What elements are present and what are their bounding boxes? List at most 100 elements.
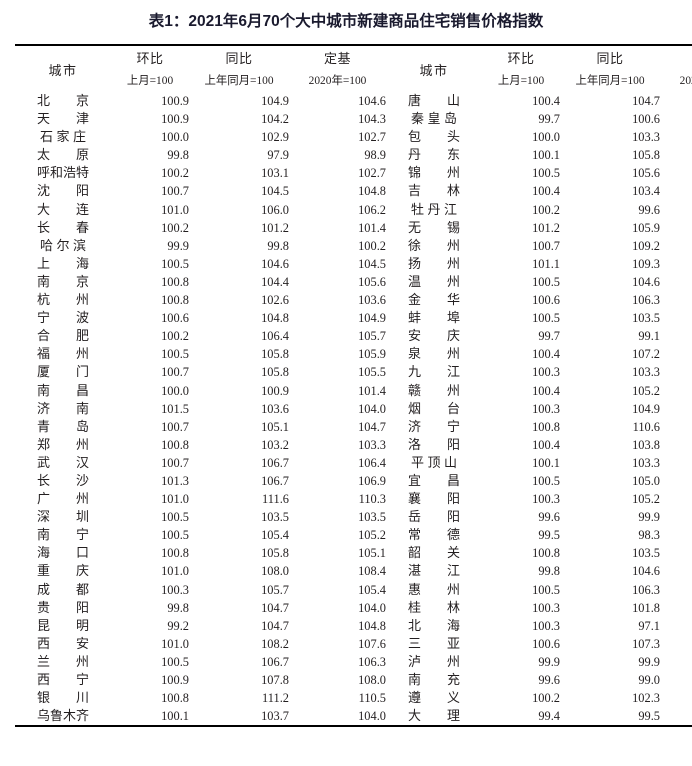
city-name-left: 海口 <box>36 545 90 561</box>
value-mom-left: 100.5 <box>161 654 189 669</box>
value-yoy-right: 103.4 <box>632 184 660 199</box>
value-yoy-left: 108.0 <box>261 564 289 579</box>
value-yoy-left: 99.8 <box>267 238 289 253</box>
value-yoy-right: 103.3 <box>632 365 660 380</box>
city-name-left: 宁波 <box>36 310 90 326</box>
value-yoy-left: 105.4 <box>261 528 289 543</box>
city-name-left: 郑州 <box>36 436 90 452</box>
value-mom-left: 100.0 <box>161 383 189 398</box>
city-name-right: 包头 <box>407 129 461 145</box>
value-yoy-right: 102.3 <box>632 691 660 706</box>
value-base-right: 101.1 <box>660 110 692 128</box>
header-base-sub-left: 2020年=100 <box>308 75 367 87</box>
city-name-left: 西宁 <box>36 672 90 687</box>
value-mom-right: 100.7 <box>532 238 560 253</box>
value-base-left: 108.0 <box>358 673 386 687</box>
value-mom-right: 100.3 <box>532 600 560 615</box>
city-name-right: 赣州 <box>407 382 461 398</box>
value-base-right: 97.6 <box>660 617 692 635</box>
value-base-left: 103.5 <box>358 510 386 525</box>
value-yoy-right: 99.9 <box>638 654 660 669</box>
city-name-right: 扬州 <box>407 255 461 271</box>
value-yoy-left: 106.7 <box>261 473 289 488</box>
value-mom-right: 99.8 <box>538 564 560 579</box>
city-name-right: 无锡 <box>407 219 461 235</box>
value-yoy-left: 104.5 <box>261 184 289 199</box>
city-name-right: 南充 <box>407 672 461 687</box>
header-mom-left: 环比 <box>111 44 189 68</box>
value-mom-left: 100.9 <box>161 94 189 108</box>
value-mom-right: 100.3 <box>532 492 560 507</box>
value-yoy-right: 104.6 <box>632 274 660 289</box>
value-yoy-right: 105.2 <box>632 383 660 398</box>
city-name-right: 桂林 <box>407 599 461 615</box>
value-mom-right: 99.6 <box>538 673 560 687</box>
header-yoy-sub-right: 上年同月=100 <box>575 75 645 87</box>
value-yoy-left: 103.2 <box>261 437 289 452</box>
value-base-left: 110.3 <box>358 492 386 507</box>
value-base-right: 103.5 <box>660 309 692 327</box>
value-yoy-right: 99.6 <box>638 202 660 217</box>
value-yoy-left: 104.7 <box>261 618 289 633</box>
city-name-left: 乌鲁木齐 <box>15 707 111 728</box>
value-mom-left: 100.8 <box>161 293 189 308</box>
value-base-left: 106.3 <box>358 654 386 669</box>
value-base-left: 98.9 <box>364 148 386 163</box>
value-base-left: 103.3 <box>358 437 386 452</box>
city-name-right: 遵义 <box>407 690 461 706</box>
city-name-left: 大连 <box>36 201 90 217</box>
table-row: 合肥 100.2 106.4 105.7 安庆 99.7 99.198.7 <box>15 327 692 345</box>
table-row: 哈尔滨 99.9 99.8 100.2 徐州 100.7 109.2108.6 <box>15 237 692 255</box>
value-base-left: 102.7 <box>358 166 386 181</box>
value-base-right: 99.4 <box>660 201 692 219</box>
city-name-left: 成都 <box>36 581 90 597</box>
value-yoy-right: 106.3 <box>632 582 660 597</box>
header-yoy-left: 同比 <box>189 44 289 68</box>
value-yoy-left: 103.6 <box>261 401 289 416</box>
value-yoy-left: 106.0 <box>261 202 289 217</box>
table-row: 昆明 99.2 104.7 104.8 北海 100.3 97.197.6 <box>15 617 692 635</box>
value-mom-right: 100.2 <box>532 202 560 217</box>
value-base-left: 108.4 <box>358 564 386 579</box>
value-yoy-left: 103.5 <box>261 510 289 525</box>
city-name-left: 北京 <box>36 93 90 108</box>
value-mom-right: 100.1 <box>532 148 560 163</box>
value-yoy-right: 107.3 <box>632 636 660 651</box>
header-mom-right: 环比 <box>482 44 560 68</box>
value-base-left: 106.4 <box>358 455 386 470</box>
value-base-left: 104.9 <box>358 311 386 326</box>
value-yoy-right: 103.5 <box>632 546 660 561</box>
city-name-right: 常德 <box>407 527 461 543</box>
value-yoy-left: 105.1 <box>261 419 289 434</box>
value-base-left: 110.5 <box>358 691 386 706</box>
value-base-right: 104.5 <box>660 273 692 291</box>
value-mom-right: 100.5 <box>532 311 560 326</box>
city-name-left: 贵阳 <box>36 599 90 615</box>
value-yoy-right: 109.2 <box>632 238 660 253</box>
value-base-left: 105.5 <box>358 365 386 380</box>
value-mom-right: 100.8 <box>532 419 560 434</box>
header-mom-sub-left: 上月=100 <box>126 75 174 87</box>
value-mom-right: 101.1 <box>532 256 560 271</box>
table-row: 青岛 100.7 105.1 104.7 济宁 100.8 110.6109.5 <box>15 418 692 436</box>
city-name-left: 沈阳 <box>36 183 90 199</box>
header-row-sub: 上月=100 上年同月=100 2020年=100 上月=100 上年同月=10… <box>15 68 692 92</box>
value-mom-left: 100.3 <box>161 582 189 597</box>
value-yoy-left: 104.6 <box>261 256 289 271</box>
city-name-right: 岳阳 <box>407 509 461 525</box>
value-base-left: 104.5 <box>358 256 386 271</box>
header-city-right: 城市 <box>386 44 482 92</box>
value-base-left: 104.8 <box>358 618 386 633</box>
value-base-right: 102.4 <box>660 599 692 617</box>
city-name-right: 湛江 <box>407 563 461 579</box>
value-base-left: 103.6 <box>358 293 386 308</box>
value-yoy-right: 100.6 <box>632 112 660 127</box>
value-base-left: 104.3 <box>358 112 386 127</box>
value-yoy-left: 97.9 <box>267 148 289 163</box>
value-yoy-left: 102.6 <box>261 293 289 308</box>
value-mom-left: 101.0 <box>161 636 189 651</box>
value-yoy-left: 105.8 <box>261 365 289 380</box>
